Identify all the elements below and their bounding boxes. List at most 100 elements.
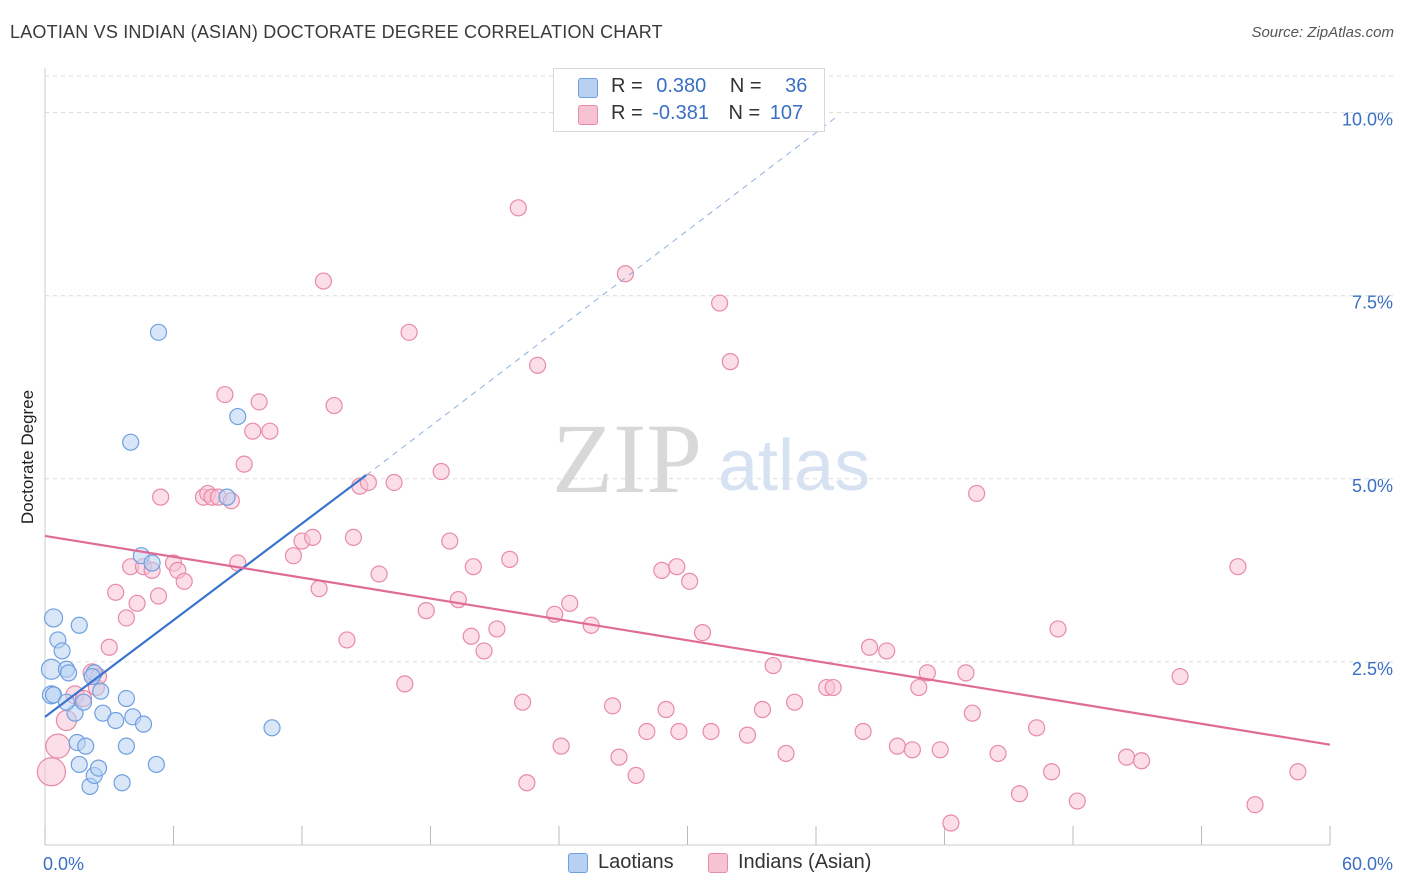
- laotian-point: [74, 693, 93, 711]
- indian-trendline: [44, 534, 1331, 746]
- indian-point: [117, 609, 135, 627]
- indian-point: [552, 737, 570, 755]
- laotian-point: [77, 737, 95, 755]
- indian-point: [681, 572, 699, 590]
- laotian-trendline: [44, 474, 367, 718]
- indian-point: [638, 722, 656, 741]
- indian-point: [400, 323, 418, 341]
- indian-point: [501, 550, 519, 568]
- indian-point: [244, 422, 262, 440]
- axes: [44, 68, 1331, 846]
- indian-point: [610, 748, 628, 766]
- stats-legend: R = 0.380 N = 36 R = -0.381 N = 107: [553, 68, 825, 132]
- laotian-swatch: [578, 78, 598, 98]
- indian-legend-label: Indians (Asian): [738, 851, 872, 873]
- indian-point: [1049, 620, 1067, 638]
- indian-point: [45, 733, 71, 759]
- indian-point: [888, 737, 906, 755]
- indian-r-value: -0.381: [652, 102, 709, 124]
- laotian-r-value: 0.380: [656, 75, 707, 97]
- laotian-n-label: N =: [729, 75, 762, 97]
- laotian-point: [147, 755, 165, 774]
- indian-point: [854, 722, 872, 741]
- indian-point: [670, 722, 688, 741]
- indian-point: [509, 199, 527, 217]
- y-tick-label: 7.5%: [1352, 293, 1393, 313]
- x-tick-label-max: 60.0%: [1342, 854, 1393, 874]
- indian-point: [100, 638, 118, 656]
- indian-point: [1132, 752, 1151, 770]
- indian-point: [518, 774, 536, 792]
- indian-point: [1246, 796, 1264, 814]
- laotian-n-value: 36: [785, 75, 808, 97]
- laotian-point: [70, 755, 88, 774]
- laotian-legend-swatch: [568, 853, 588, 873]
- indian-point: [711, 294, 729, 312]
- indian-point: [149, 587, 168, 605]
- indian-point: [338, 631, 356, 649]
- indian-point: [107, 583, 125, 601]
- indian-point: [824, 678, 842, 697]
- indian-point: [488, 620, 506, 638]
- indian-point: [152, 488, 170, 506]
- indian-point: [432, 462, 450, 481]
- y-tick-label: 5.0%: [1352, 476, 1393, 496]
- indian-point: [359, 473, 377, 492]
- indian-point: [216, 385, 234, 404]
- indian-point: [370, 565, 388, 583]
- indian-point: [721, 353, 739, 371]
- laotian-point: [59, 664, 78, 682]
- indian-point: [513, 693, 532, 711]
- laotian-point: [43, 608, 64, 628]
- indian-point: [963, 704, 981, 722]
- indian-point: [668, 558, 686, 576]
- indian-point: [753, 700, 772, 719]
- x-tick-label-min: 0.0%: [43, 854, 84, 874]
- laotian-point: [107, 711, 125, 730]
- indian-point: [764, 656, 782, 675]
- indian-point: [918, 664, 936, 682]
- laotian-point: [122, 433, 140, 451]
- laotian-point: [263, 719, 281, 737]
- laotian-point: [117, 689, 135, 708]
- indian-point: [36, 757, 67, 787]
- indian-point: [396, 675, 414, 693]
- indian-point: [657, 700, 675, 719]
- indian-point: [777, 744, 795, 763]
- indian-point: [903, 741, 921, 759]
- watermark-zip: ZIP: [552, 403, 702, 514]
- laotian-point: [92, 682, 110, 700]
- indian-point: [250, 393, 268, 411]
- laotian-point: [94, 704, 112, 722]
- laotian-legend-label: Laotians: [598, 851, 674, 873]
- indian-point: [878, 642, 896, 660]
- indian-point: [910, 678, 928, 697]
- indian-point: [1289, 763, 1307, 781]
- indian-point: [1068, 792, 1086, 810]
- indian-point: [310, 580, 328, 598]
- indian-point: [785, 693, 804, 711]
- indian-point: [738, 726, 757, 744]
- laotian-point: [134, 715, 153, 733]
- indian-point: [1117, 748, 1136, 766]
- indian-point: [128, 594, 146, 612]
- laotian-point: [229, 407, 247, 426]
- indian-n-value: 107: [769, 102, 804, 124]
- indian-point: [284, 547, 303, 565]
- laotian-point: [143, 554, 161, 572]
- indian-point: [693, 624, 712, 642]
- source-label: Source: ZipAtlas.com: [1251, 24, 1394, 41]
- indian-point: [261, 422, 279, 440]
- indian-point: [528, 356, 547, 374]
- indian-point: [304, 528, 322, 547]
- laotian-point: [117, 737, 135, 755]
- indian-point: [449, 591, 467, 609]
- indian-n-label: N =: [728, 102, 761, 124]
- indian-point: [462, 627, 480, 645]
- indian-point: [1229, 558, 1247, 576]
- indian-point: [441, 532, 459, 550]
- watermark-atlas: atlas: [718, 426, 870, 506]
- laotian-point: [113, 774, 131, 792]
- indian-point: [314, 272, 333, 290]
